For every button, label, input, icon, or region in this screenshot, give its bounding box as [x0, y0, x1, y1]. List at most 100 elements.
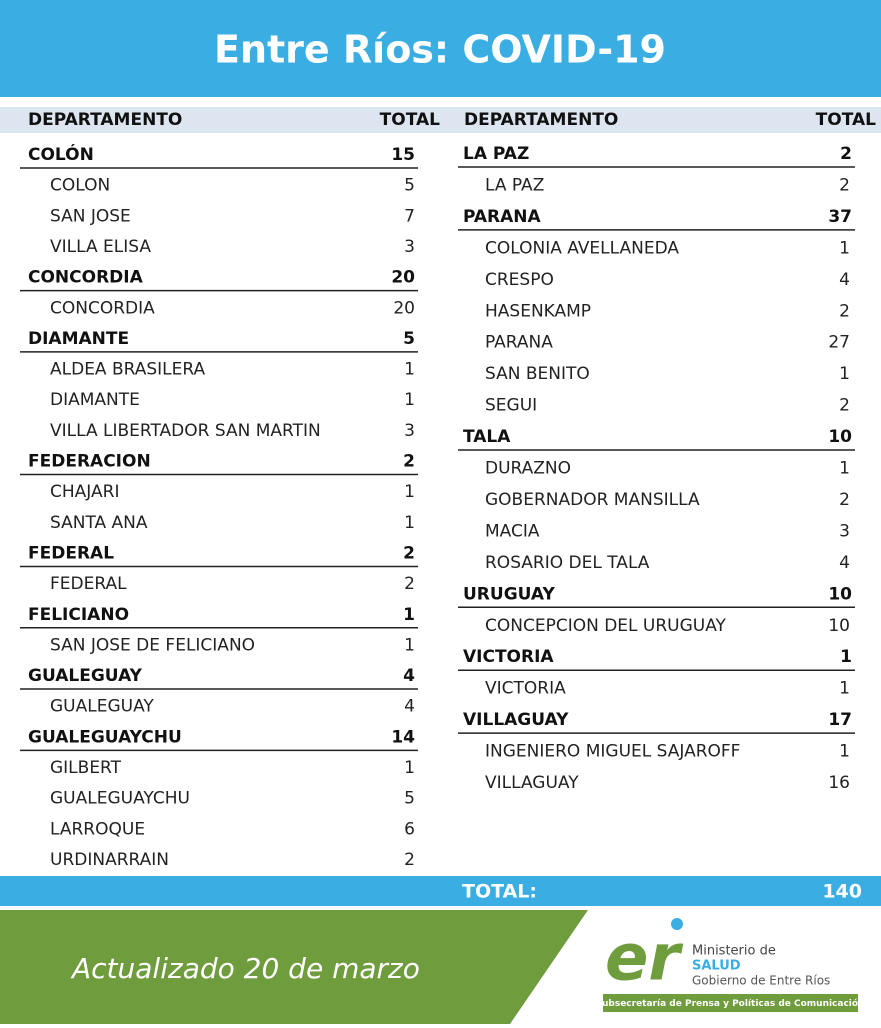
row-name: GILBERT [50, 758, 122, 778]
row-value: 4 [404, 697, 415, 717]
group-total: 17 [828, 710, 852, 730]
row-value: 5 [404, 789, 415, 809]
group-total: 5 [403, 329, 415, 349]
row-name: SANTA ANA [50, 513, 148, 533]
row-value: 1 [404, 360, 415, 380]
row-name: CHAJARI [50, 482, 119, 502]
row-value: 1 [404, 513, 415, 533]
row-value: 1 [404, 390, 415, 410]
title-band [0, 0, 881, 97]
logo-mark: er [605, 922, 683, 996]
group-total: 10 [828, 427, 852, 447]
logo-line1: Ministerio de [692, 944, 776, 959]
row-value: 1 [839, 459, 850, 479]
group-total: 2 [403, 452, 415, 472]
row-name: COLON [50, 176, 110, 196]
row-name: LARROQUE [50, 819, 145, 839]
row-name: SAN BENITO [485, 364, 590, 384]
group-name: DIAMANTE [28, 329, 129, 349]
row-name: GUALEGUAYCHU [50, 789, 190, 809]
total-value: 140 [822, 881, 862, 903]
row-value: 7 [404, 206, 415, 226]
row-name: URDINARRAIN [50, 850, 169, 870]
row-value: 5 [404, 176, 415, 196]
group-name: FEDERACION [28, 452, 151, 472]
group-total: 4 [403, 666, 415, 686]
group-name: GUALEGUAY [28, 666, 143, 686]
row-value: 1 [839, 679, 850, 699]
row-value: 6 [404, 819, 415, 839]
group-total: 37 [828, 207, 852, 227]
logo-line2: SALUD [692, 959, 741, 974]
group-name: URUGUAY [463, 584, 555, 604]
group-total: 10 [828, 584, 852, 604]
row-value: 10 [828, 616, 850, 636]
row-name: VILLAGUAY [485, 773, 579, 793]
row-value: 2 [839, 396, 850, 416]
column-head: DEPARTAMENTO [464, 110, 618, 130]
group-total: 1 [840, 647, 852, 667]
group-total: 2 [403, 543, 415, 563]
row-name: SAN JOSE [50, 206, 131, 226]
logo-dot [671, 918, 683, 930]
column-head: TOTAL [816, 110, 876, 130]
row-value: 16 [828, 773, 850, 793]
total-label: TOTAL: [462, 881, 537, 903]
row-value: 3 [404, 421, 415, 441]
row-name: VICTORIA [485, 679, 566, 699]
row-name: ROSARIO DEL TALA [485, 553, 650, 573]
row-name: CONCORDIA [50, 298, 155, 318]
row-value: 2 [839, 490, 850, 510]
row-name: VILLA LIBERTADOR SAN MARTIN [50, 421, 321, 441]
row-name: GUALEGUAY [50, 697, 154, 717]
row-name: SEGUI [485, 396, 537, 416]
group-name: LA PAZ [463, 144, 529, 164]
row-name: CONCEPCION DEL URUGUAY [485, 616, 727, 636]
row-value: 3 [404, 237, 415, 257]
row-name: CRESPO [485, 270, 554, 290]
column-head: TOTAL [380, 110, 440, 130]
row-name: ALDEA BRASILERA [50, 360, 206, 380]
group-name: FELICIANO [28, 605, 129, 625]
row-value: 20 [393, 298, 415, 318]
row-value: 1 [839, 364, 850, 384]
group-total: 15 [391, 145, 415, 165]
banner-band [603, 994, 858, 1012]
updated: Actualizado 20 de marzo [70, 952, 420, 985]
row-value: 1 [404, 758, 415, 778]
row-value: 2 [839, 301, 850, 321]
group-name: TALA [463, 427, 511, 447]
row-value: 1 [404, 482, 415, 502]
group-name: GUALEGUAYCHU [28, 727, 182, 747]
row-name: PARANA [485, 333, 553, 353]
title: Entre Ríos: COVID-19 [214, 28, 666, 72]
group-name: PARANA [463, 207, 542, 227]
row-name: INGENIERO MIGUEL SAJAROFF [485, 742, 740, 762]
column-head-band [0, 107, 881, 133]
row-name: HASENKAMP [485, 301, 591, 321]
row-value: 2 [404, 574, 415, 594]
row-value: 27 [828, 333, 850, 353]
row-name: FEDERAL [50, 574, 127, 594]
row-name: LA PAZ [485, 175, 544, 195]
group-name: CONCORDIA [28, 268, 144, 288]
row-name: VILLA ELISA [50, 237, 151, 257]
column-head: DEPARTAMENTO [28, 110, 182, 130]
row-value: 1 [839, 742, 850, 762]
row-value: 3 [839, 521, 850, 541]
total-band [0, 876, 881, 906]
group-name: COLÓN [28, 143, 94, 165]
group-total: 14 [391, 727, 415, 747]
group-name: VICTORIA [463, 647, 554, 667]
logo-line3: Gobierno de Entre Ríos [692, 974, 830, 988]
row-name: MACIA [485, 521, 540, 541]
row-name: SAN JOSE DE FELICIANO [50, 635, 255, 655]
row-name: COLONIA AVELLANEDA [485, 238, 679, 258]
row-value: 4 [839, 270, 850, 290]
row-value: 1 [839, 238, 850, 258]
row-name: GOBERNADOR MANSILLA [485, 490, 700, 510]
group-name: FEDERAL [28, 543, 114, 563]
banner: Subsecretaría de Prensa y Políticas de C… [596, 998, 865, 1009]
